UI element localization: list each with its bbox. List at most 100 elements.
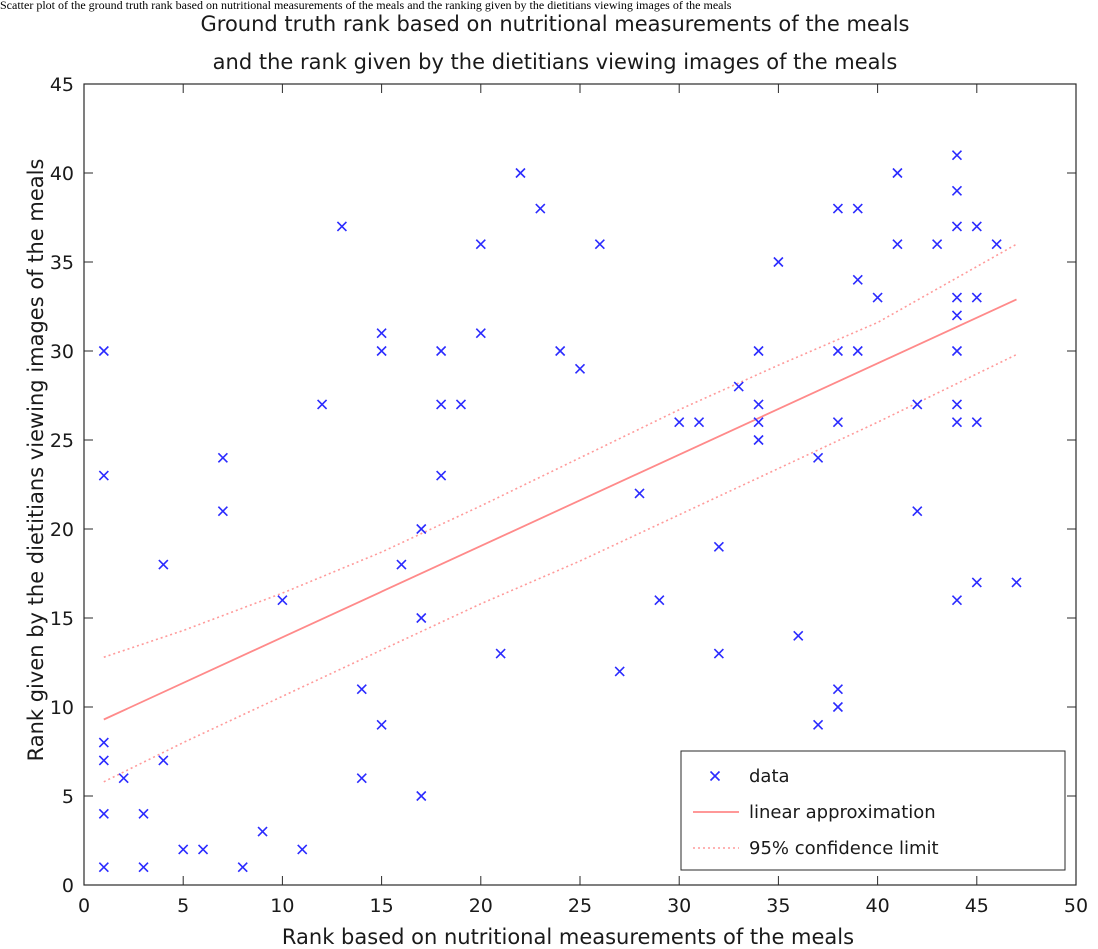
x-tick-label: 25 [568, 895, 592, 917]
upper-confidence-line [103, 243, 1017, 658]
y-tick-label: 45 [50, 74, 74, 96]
legend-label: data [749, 766, 790, 787]
data-point [98, 345, 109, 357]
data-point [892, 167, 903, 179]
lower-confidence-line [103, 353, 1017, 783]
data-point [416, 790, 427, 802]
data-point [158, 559, 169, 570]
y-tick-label: 40 [50, 163, 74, 185]
data-point [594, 239, 605, 250]
data-point [376, 345, 387, 357]
x-tick-label: 50 [1064, 895, 1088, 917]
y-tick-label: 35 [50, 252, 74, 274]
data-point [813, 719, 824, 730]
data-point [951, 150, 963, 161]
data-point [674, 417, 685, 428]
legend-marker-data [709, 770, 721, 782]
data-point [753, 399, 764, 410]
x-axis-label: Rank based on nutritional measurements o… [282, 925, 854, 949]
data-point [436, 399, 447, 410]
data-point [832, 684, 843, 695]
data-point [971, 221, 982, 232]
data-point [217, 452, 228, 463]
x-tick-label: 20 [469, 895, 493, 917]
data-point [951, 399, 963, 410]
legend: data linear approximation 95% confidence l… [680, 750, 1066, 871]
data-point [416, 612, 427, 624]
data-point [277, 595, 288, 606]
y-tick-label: 30 [50, 341, 74, 363]
legend-label: linear approximation [749, 802, 936, 823]
x-tick-label: 10 [270, 895, 294, 917]
data-point [555, 345, 566, 357]
chart-title-line-2: and the rank given by the dietitians vie… [213, 50, 898, 74]
x-tick-label: 30 [667, 895, 691, 917]
data-point [813, 452, 824, 463]
data-point [1011, 577, 1022, 588]
confidence-limits [103, 243, 1017, 783]
data-point [475, 239, 486, 250]
data-point [932, 239, 943, 250]
y-tick-label: 5 [62, 786, 74, 808]
data-point [991, 239, 1002, 250]
data-point [138, 862, 149, 873]
data-point [753, 417, 764, 428]
data-point [832, 203, 843, 214]
data-point [892, 239, 903, 250]
figure-caption: Scatter plot of the ground truth rank ba… [0, 0, 732, 12]
x-tick-label: 40 [866, 895, 890, 917]
data-point [257, 826, 268, 837]
data-point [356, 773, 367, 784]
x-tick-label: 15 [370, 895, 394, 917]
data-point [515, 167, 526, 179]
data-point [98, 862, 109, 873]
data-point [574, 363, 586, 374]
data-point [475, 328, 486, 339]
data-point [793, 630, 804, 641]
data-point [118, 773, 129, 784]
data-point [971, 292, 982, 303]
data-point [733, 381, 744, 392]
linear-approximation-line [103, 298, 1017, 721]
data-point [98, 737, 109, 748]
data-point [217, 506, 228, 517]
data-point [376, 328, 387, 339]
data-point [872, 292, 883, 303]
data-point [436, 470, 447, 481]
data-point [416, 523, 427, 535]
data-point [297, 844, 308, 855]
x-tick-label: 0 [78, 895, 90, 917]
data-points [98, 150, 1022, 873]
y-tick-label: 0 [62, 875, 74, 897]
axis-ticks: 0 5 10 15 20 25 30 35 40 45 50 0 5 10 15 20 25 30 35 40 45 [50, 74, 1088, 917]
data-point [753, 345, 764, 357]
data-point [912, 506, 923, 517]
data-point [495, 648, 506, 659]
data-point [317, 399, 328, 410]
data-point [832, 417, 843, 428]
data-point [951, 595, 963, 606]
data-point [753, 434, 764, 446]
data-point [178, 844, 189, 855]
data-point [98, 470, 109, 481]
data-point [912, 399, 923, 410]
data-point [832, 701, 843, 713]
y-tick-label: 10 [50, 697, 74, 719]
data-point [951, 185, 963, 196]
legend-label: 95% confidence limit [749, 838, 939, 859]
chart-title-line-1: Ground truth rank based on nutritional m… [201, 12, 910, 36]
legend-box [680, 750, 1066, 871]
data-point [951, 310, 963, 321]
y-tick-label: 20 [50, 519, 74, 541]
data-point [832, 345, 843, 357]
data-point [535, 203, 546, 214]
data-point [951, 345, 963, 357]
data-point [773, 256, 784, 268]
y-tick-label: 25 [50, 430, 74, 452]
data-point [971, 577, 982, 588]
data-point [98, 755, 109, 766]
x-tick-label: 45 [965, 895, 989, 917]
data-point [713, 541, 724, 552]
data-point [693, 417, 705, 428]
data-point [852, 203, 863, 214]
